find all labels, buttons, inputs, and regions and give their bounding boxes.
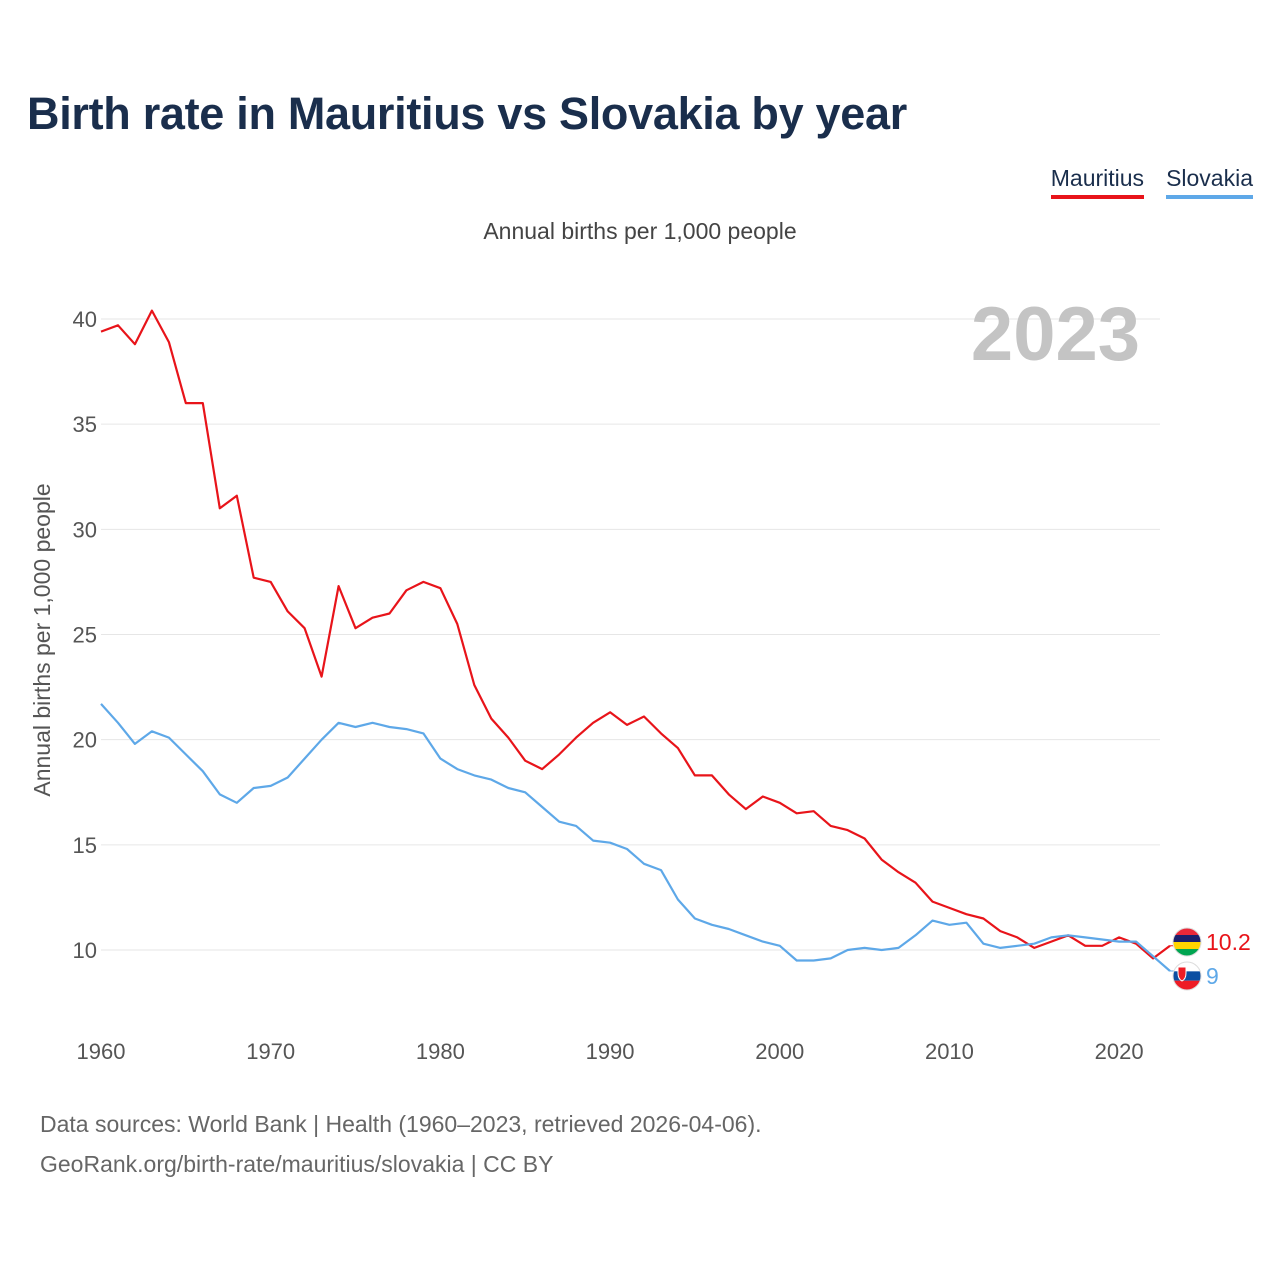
flag-stripe (1173, 949, 1201, 956)
series-line-mauritius (100, 309, 1171, 960)
x-tick-label: 2020 (1095, 1039, 1144, 1064)
x-tick-label: 2010 (925, 1039, 974, 1064)
end-markers: 10.29 (1170, 927, 1251, 991)
y-axis-ticks: 10 15 20 25 30 35 40 (73, 307, 97, 963)
flag-slovakia-icon (1172, 961, 1202, 991)
end-value-label-slovakia: 9 (1206, 963, 1219, 989)
legend-item-mauritius[interactable]: Mauritius (1050, 165, 1145, 199)
x-tick-label: 1980 (416, 1039, 465, 1064)
flag-stripe (1173, 928, 1201, 935)
attribution-link[interactable]: GeoRank.org/birth-rate/mauritius/slovaki… (40, 1151, 554, 1177)
legend: Mauritius Slovakia (1050, 165, 1253, 199)
footer: Data sources: World Bank | Health (1960–… (40, 1104, 762, 1184)
year-watermark: 2023 (971, 292, 1140, 377)
grid-lines (101, 318, 1160, 951)
legend-item-slovakia[interactable]: Slovakia (1166, 165, 1253, 199)
flag-stripe (1173, 962, 1201, 972)
y-tick-label: 15 (73, 833, 97, 858)
source-note: Data sources: World Bank | Health (1960–… (40, 1111, 762, 1137)
y-tick-label: 10 (73, 938, 97, 963)
y-tick-label: 35 (73, 412, 97, 437)
x-tick-label: 1970 (246, 1039, 295, 1064)
y-tick-label: 40 (73, 307, 97, 332)
flag-stripe (1173, 971, 1201, 981)
y-tick-label: 30 (73, 517, 97, 542)
y-tick-label: 20 (73, 728, 97, 753)
flag-stripe (1173, 942, 1201, 949)
y-tick-label: 25 (73, 623, 97, 648)
x-tick-label: 2000 (755, 1039, 804, 1064)
flag-stripe (1173, 980, 1201, 990)
x-tick-label: 1990 (586, 1039, 635, 1064)
series-line-slovakia (100, 703, 1171, 972)
chart-title: Birth rate in Mauritius vs Slovakia by y… (27, 88, 907, 139)
flag-mauritius-icon (1172, 927, 1202, 957)
flag-stripe (1173, 935, 1201, 942)
line-chart: 2023 10 15 20 25 30 35 40 1960 1970 1980 1990 2000… (29, 292, 1251, 1064)
x-axis-ticks: 1960 1970 1980 1990 2000 2010 2020 (77, 1039, 1144, 1064)
chart-subtitle: Annual births per 1,000 people (483, 218, 797, 244)
flag-border (1172, 961, 1202, 991)
y-axis-label: Annual births per 1,000 people (29, 483, 55, 796)
flag-border (1172, 927, 1202, 957)
series-lines (100, 309, 1171, 972)
x-tick-label: 1960 (77, 1039, 126, 1064)
flag-coat-of-arms (1177, 966, 1187, 982)
end-value-label-mauritius: 10.2 (1206, 929, 1251, 955)
